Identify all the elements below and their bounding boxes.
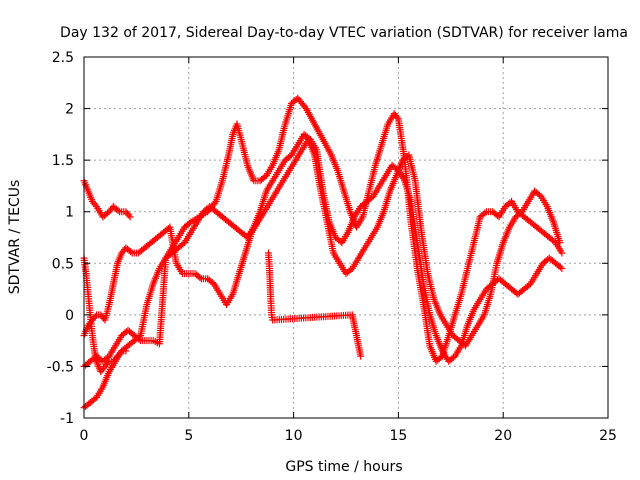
data-point bbox=[185, 219, 193, 227]
x-tick-labels: 0 5 10 15 20 25 bbox=[80, 428, 617, 444]
data-point bbox=[127, 248, 135, 256]
series-track-b bbox=[80, 94, 566, 412]
data-point bbox=[126, 213, 134, 221]
y-axis-label: SDTVAR / TECUs bbox=[7, 180, 23, 295]
data-point bbox=[125, 211, 133, 219]
y-tick-label: 0 bbox=[65, 308, 74, 324]
data-point bbox=[91, 201, 99, 209]
x-tick-label: 20 bbox=[494, 428, 512, 444]
data-point bbox=[116, 349, 124, 357]
data-point bbox=[393, 113, 401, 121]
y-tick-label: 2 bbox=[65, 102, 74, 118]
data-point bbox=[135, 335, 143, 343]
data-point bbox=[94, 361, 102, 369]
data-point bbox=[357, 352, 365, 360]
series-track-d bbox=[80, 136, 564, 350]
y-tick-label: 2.5 bbox=[52, 50, 74, 66]
data-point bbox=[558, 249, 566, 257]
data-markers bbox=[80, 94, 566, 412]
data-point bbox=[104, 359, 112, 367]
plot-frame bbox=[83, 56, 609, 419]
y-tick-label: -0.5 bbox=[47, 359, 74, 375]
data-point bbox=[558, 264, 566, 272]
chart-title: Day 132 of 2017, Sidereal Day-to-day VTE… bbox=[60, 25, 628, 41]
data-point bbox=[301, 103, 309, 111]
axis-ticks bbox=[83, 56, 609, 419]
x-tick-label: 25 bbox=[599, 428, 617, 444]
x-tick-label: 10 bbox=[285, 428, 303, 444]
y-tick-label: 0.5 bbox=[52, 256, 74, 272]
data-point bbox=[95, 362, 103, 370]
series-track-a bbox=[80, 177, 134, 221]
series-track-c bbox=[80, 130, 566, 370]
y-tick-labels: -1 -0.5 0 0.5 1 1.5 2 2.5 bbox=[47, 50, 74, 427]
x-tick-label: 15 bbox=[389, 428, 407, 444]
data-point bbox=[93, 357, 101, 365]
data-point bbox=[93, 359, 101, 367]
y-tick-label: 1.5 bbox=[52, 153, 74, 169]
data-point bbox=[556, 263, 564, 271]
data-point bbox=[556, 239, 564, 247]
y-tick-label: 1 bbox=[65, 205, 74, 221]
x-tick-label: 0 bbox=[80, 428, 89, 444]
data-point bbox=[481, 209, 489, 217]
series-track-f bbox=[264, 249, 365, 360]
data-point bbox=[114, 206, 122, 214]
series-track-e bbox=[80, 254, 130, 376]
data-point bbox=[196, 273, 204, 281]
x-axis-label: GPS time / hours bbox=[285, 459, 402, 475]
x-tick-label: 5 bbox=[184, 428, 193, 444]
data-point bbox=[211, 199, 219, 207]
data-point bbox=[122, 347, 130, 355]
y-tick-label: -1 bbox=[60, 411, 74, 427]
data-point bbox=[104, 209, 112, 217]
